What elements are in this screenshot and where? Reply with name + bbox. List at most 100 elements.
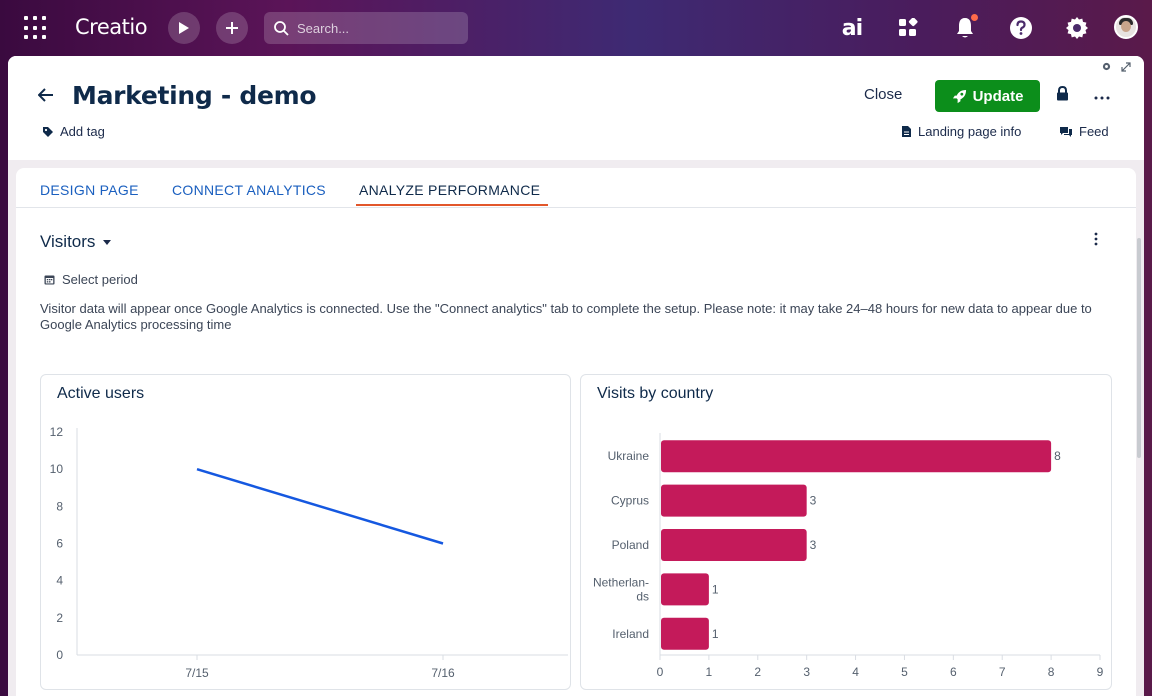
- active-users-plot: 0 2 4 6 8 10 12 7/15 7/16: [50, 425, 568, 680]
- app-grid-icon[interactable]: [24, 16, 48, 40]
- bar: [661, 529, 807, 561]
- bell-icon: [957, 18, 973, 38]
- run-process-button[interactable]: [168, 12, 200, 44]
- bar-value-label: 3: [810, 494, 817, 508]
- notifications-button[interactable]: [951, 14, 979, 42]
- settings-small-icon[interactable]: [1102, 62, 1111, 71]
- apps-icon: [899, 18, 918, 36]
- bar: [661, 617, 709, 650]
- notification-badge: [971, 14, 978, 21]
- tab-connect-analytics[interactable]: CONNECT ANALYTICS: [172, 182, 326, 198]
- category-label: Ukraine: [608, 449, 650, 463]
- bar-value-label: 8: [1054, 449, 1061, 463]
- tab-design-page[interactable]: DESIGN PAGE: [40, 182, 139, 198]
- plus-icon: [226, 22, 238, 34]
- visits-by-country-chart: Visits by country 0 1 2 3 4 5 6 7 8 9 8 Ukraine 3 Cyp…: [580, 374, 1112, 690]
- x-tick-label: 6: [950, 665, 957, 679]
- tag-icon: [43, 126, 53, 137]
- search-input[interactable]: [297, 20, 457, 36]
- y-tick-label: 6: [56, 537, 63, 551]
- y-tick-label: 10: [50, 462, 64, 476]
- search-box[interactable]: [264, 12, 468, 44]
- search-icon: [274, 20, 289, 36]
- lock-button[interactable]: [1056, 85, 1069, 106]
- settings-button[interactable]: [1063, 14, 1091, 42]
- gear-icon: [1066, 17, 1088, 39]
- bar-value-label: 3: [810, 538, 817, 552]
- y-tick-label: 4: [56, 574, 63, 588]
- x-tick-label: 4: [852, 665, 859, 679]
- x-tick-label: 0: [657, 665, 664, 679]
- analytics-notice: Visitor data will appear once Google Ana…: [40, 301, 1092, 332]
- active-users-chart: Active users 0 2 4 6 8 10 12 7/15 7/16: [40, 374, 571, 690]
- user-avatar[interactable]: [1114, 15, 1138, 39]
- add-tag-button[interactable]: Add tag: [42, 124, 105, 139]
- page-header: Marketing - demo Add tag Close Update La…: [8, 56, 1144, 160]
- ai-copilot-button[interactable]: ai: [838, 14, 866, 42]
- category-label: Cyprus: [611, 494, 649, 508]
- tab-bar: DESIGN PAGE CONNECT ANALYTICS ANALYZE PE…: [16, 168, 1136, 208]
- category-label: Poland: [612, 538, 649, 552]
- x-tick-label: 3: [803, 665, 810, 679]
- back-button[interactable]: [37, 86, 54, 107]
- visitors-dropdown[interactable]: Visitors: [40, 232, 112, 252]
- top-bar: Creatio ai: [0, 0, 1152, 56]
- select-period-label: Select period: [62, 272, 138, 287]
- record-page: Marketing - demo Add tag Close Update La…: [8, 56, 1144, 696]
- x-tick-label: 1: [706, 665, 713, 679]
- visits-by-country-plot: 0 1 2 3 4 5 6 7 8 9 8 Ukraine 3 Cyprus 3 Poland 1 Netherl…: [593, 433, 1104, 679]
- scrollbar[interactable]: [1137, 238, 1141, 458]
- creatio-logo: Creatio: [75, 15, 148, 39]
- active-users-title: Active users: [57, 385, 145, 402]
- series-line: [196, 467, 444, 545]
- visitors-title: Visitors: [40, 232, 96, 251]
- x-tick-label: 9: [1097, 665, 1104, 679]
- bar-value-label: 1: [712, 627, 719, 641]
- arrow-left-icon: [37, 88, 53, 102]
- help-icon: [1010, 17, 1032, 39]
- y-tick-label: 8: [56, 499, 63, 513]
- more-horizontal-icon: [1094, 96, 1110, 100]
- bar: [661, 484, 807, 517]
- bar-value-label: 1: [712, 582, 719, 596]
- x-tick-label: 8: [1048, 665, 1055, 679]
- more-vertical-icon: [1094, 232, 1098, 246]
- calendar-icon: [44, 275, 55, 285]
- expand-icon[interactable]: [1121, 62, 1131, 72]
- category-label: Ireland: [612, 627, 649, 641]
- y-tick-label: 12: [50, 425, 64, 439]
- help-button[interactable]: [1007, 14, 1035, 42]
- x-tick-label: 7/16: [431, 666, 455, 680]
- update-label: Update: [972, 87, 1024, 105]
- chat-icon: [1060, 126, 1072, 137]
- rocket-icon: [952, 89, 966, 103]
- caret-down-icon: [103, 239, 112, 245]
- widget-menu-button[interactable]: [1094, 232, 1098, 251]
- x-tick-label: 7/15: [185, 666, 209, 680]
- x-tick-label: 2: [754, 665, 761, 679]
- add-button[interactable]: [216, 12, 248, 44]
- close-button[interactable]: Close: [864, 86, 903, 103]
- category-label: Netherlan-: [593, 575, 649, 589]
- tab-analyze-performance[interactable]: ANALYZE PERFORMANCE: [359, 182, 541, 198]
- page-title: Marketing - demo: [72, 81, 317, 110]
- marketplace-button[interactable]: [894, 14, 922, 42]
- more-actions-button[interactable]: [1094, 84, 1110, 105]
- landing-page-info-label: Landing page info: [918, 124, 1022, 139]
- play-icon: [179, 22, 189, 34]
- bar: [661, 440, 1052, 473]
- x-tick-label: 7: [999, 665, 1006, 679]
- feed-label: Feed: [1079, 124, 1109, 139]
- landing-page-info-button[interactable]: Landing page info: [901, 124, 1021, 139]
- visits-by-country-title: Visits by country: [597, 385, 714, 402]
- add-tag-label: Add tag: [60, 124, 105, 139]
- document-icon: [902, 126, 911, 137]
- content-panel: DESIGN PAGE CONNECT ANALYTICS ANALYZE PE…: [16, 168, 1136, 696]
- lock-icon: [1057, 85, 1068, 101]
- ai-icon: ai: [841, 15, 863, 41]
- y-tick-label: 0: [56, 648, 63, 662]
- feed-button[interactable]: Feed: [1059, 124, 1109, 139]
- update-button[interactable]: Update: [935, 80, 1040, 112]
- window-controls: [1102, 62, 1131, 72]
- select-period-button[interactable]: Select period: [44, 272, 138, 287]
